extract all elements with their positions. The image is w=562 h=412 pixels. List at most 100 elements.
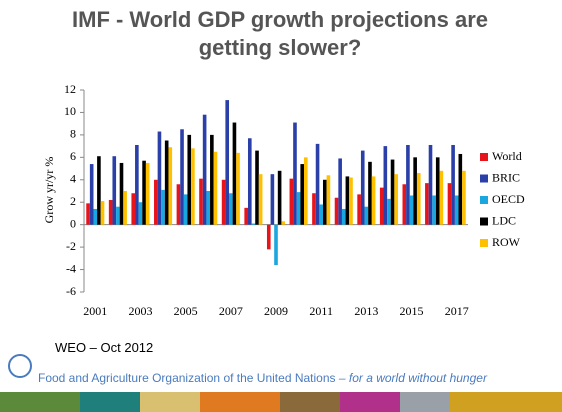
bar xyxy=(168,147,173,225)
bar xyxy=(142,160,146,225)
bar xyxy=(89,164,94,225)
bar xyxy=(270,174,275,225)
bar xyxy=(458,153,463,225)
bar xyxy=(138,202,143,225)
y-tick-label: -2 xyxy=(66,239,76,253)
bar xyxy=(274,224,278,266)
x-tick-label: 2009 xyxy=(264,304,288,318)
bar xyxy=(447,183,452,225)
bar xyxy=(387,198,391,225)
bar xyxy=(164,140,169,225)
bar xyxy=(86,203,90,225)
tagline: – for a world without hunger xyxy=(338,371,487,385)
logo xyxy=(8,354,32,378)
bar xyxy=(357,194,361,225)
bar xyxy=(439,170,444,225)
bar xyxy=(341,208,346,225)
bar xyxy=(413,157,417,225)
legend-swatch xyxy=(480,239,488,247)
legend-label: LDC xyxy=(492,213,516,227)
bar xyxy=(345,176,350,225)
bar xyxy=(154,179,158,225)
bar xyxy=(312,193,316,225)
bar xyxy=(202,114,207,225)
legend-swatch xyxy=(480,153,488,161)
bar xyxy=(191,148,195,225)
bar xyxy=(247,138,252,225)
bar xyxy=(157,131,162,225)
x-tick-label: 2005 xyxy=(174,304,198,318)
bar xyxy=(100,201,105,225)
footer-text: Food and Agriculture Organization of the… xyxy=(38,371,487,385)
y-tick-label: 4 xyxy=(70,172,76,186)
bar xyxy=(319,204,323,225)
bar xyxy=(225,100,230,225)
y-tick-label: -4 xyxy=(66,261,76,275)
bar xyxy=(462,170,466,225)
bar xyxy=(289,178,294,225)
bar xyxy=(183,194,188,225)
legend-swatch xyxy=(480,196,488,204)
bar xyxy=(300,164,305,225)
x-tick-label: 2011 xyxy=(309,304,333,318)
y-axis-label: Grow yr/yr % xyxy=(42,157,56,224)
bar xyxy=(236,152,240,225)
bar xyxy=(432,195,436,225)
bar xyxy=(176,184,181,225)
y-tick-label: 2 xyxy=(70,194,76,208)
bar xyxy=(229,193,233,225)
bar xyxy=(277,170,282,225)
bar xyxy=(123,191,127,225)
bar xyxy=(161,189,165,225)
x-tick-label: 2001 xyxy=(83,304,107,318)
bar xyxy=(210,134,214,225)
bar xyxy=(281,221,286,225)
bar xyxy=(428,144,433,225)
bar xyxy=(315,143,320,225)
bar xyxy=(425,183,429,225)
bar xyxy=(199,178,203,225)
bar xyxy=(221,179,226,225)
legend-swatch xyxy=(480,217,488,226)
bar xyxy=(360,150,365,225)
legend-label: ROW xyxy=(492,235,521,249)
x-tick-label: 2015 xyxy=(400,304,424,318)
bar xyxy=(368,161,372,225)
bar xyxy=(293,122,297,225)
bar xyxy=(322,179,327,225)
bar xyxy=(296,192,301,225)
bar xyxy=(326,175,331,225)
bar xyxy=(402,184,407,225)
bar xyxy=(451,144,455,225)
y-tick-label: 12 xyxy=(64,82,76,96)
bar xyxy=(112,156,117,225)
bar xyxy=(416,173,421,225)
organization: Food and Agriculture Organization of the… xyxy=(38,371,336,385)
bar xyxy=(349,177,353,225)
bar xyxy=(390,159,395,225)
bar xyxy=(454,195,459,225)
y-tick-label: 8 xyxy=(70,127,76,141)
bar xyxy=(97,156,101,225)
source-note: WEO – Oct 2012 xyxy=(55,340,154,355)
bar xyxy=(213,151,218,225)
legend-label: BRIC xyxy=(492,170,520,184)
x-tick-label: 2017 xyxy=(445,304,469,318)
legend-label: World xyxy=(492,149,522,163)
bar xyxy=(180,129,184,225)
bar xyxy=(266,224,271,250)
bar xyxy=(187,134,192,225)
bar xyxy=(364,206,369,225)
y-tick-label: 6 xyxy=(70,149,76,163)
bar xyxy=(131,193,136,225)
bar xyxy=(258,174,263,225)
bar xyxy=(338,158,342,225)
bar xyxy=(119,162,124,225)
x-tick-label: 2007 xyxy=(219,304,243,318)
bar xyxy=(435,157,440,225)
bar xyxy=(251,223,256,225)
bar xyxy=(394,174,398,225)
bar xyxy=(116,206,120,225)
